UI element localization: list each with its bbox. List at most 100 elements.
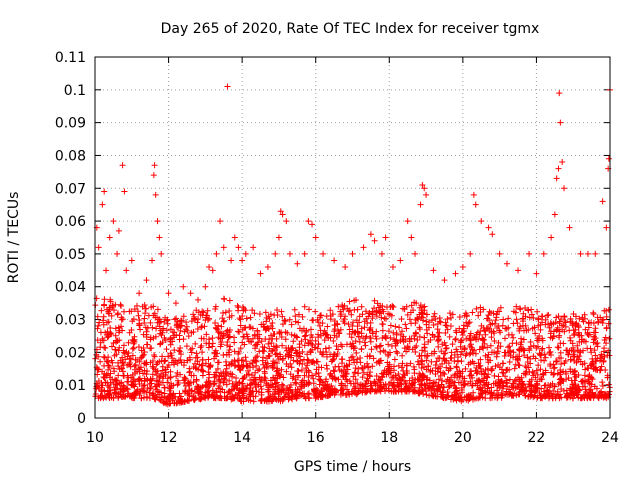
data-point [242, 354, 249, 361]
data-point [379, 327, 386, 334]
data-point [480, 306, 487, 313]
data-point [294, 260, 301, 267]
data-point [277, 208, 284, 215]
data-point [472, 334, 479, 341]
data-point [221, 376, 228, 383]
data-point [527, 391, 534, 398]
data-point [143, 334, 150, 341]
data-point [234, 302, 241, 309]
data-point [358, 303, 365, 310]
data-point [433, 385, 440, 392]
data-point [378, 250, 385, 257]
data-point [249, 307, 256, 314]
data-point [504, 260, 510, 267]
data-point [482, 395, 489, 402]
data-point [359, 389, 366, 396]
data-point [283, 360, 290, 367]
data-point [426, 379, 433, 386]
data-point [251, 310, 258, 317]
data-point [598, 363, 605, 370]
data-point [369, 363, 376, 370]
data-point [128, 326, 135, 333]
data-point [467, 350, 474, 357]
data-point [279, 313, 286, 320]
data-point [506, 343, 513, 350]
data-point [574, 385, 581, 392]
data-point [136, 290, 143, 297]
data-point [315, 319, 322, 326]
y-tick-label: 0.1 [64, 83, 86, 99]
y-tick-label: 0 [77, 411, 86, 427]
data-point [389, 374, 396, 381]
data-point [346, 326, 353, 333]
data-point [327, 307, 334, 314]
data-point [293, 350, 300, 357]
data-point [231, 234, 238, 241]
data-point [364, 387, 371, 394]
data-point [195, 315, 202, 322]
data-point [364, 320, 371, 327]
data-point [154, 378, 161, 385]
data-point [424, 380, 431, 387]
data-point [231, 348, 238, 355]
data-point [315, 341, 322, 348]
data-point [567, 356, 574, 363]
data-point [434, 368, 441, 375]
data-point [301, 393, 308, 400]
data-point [360, 335, 367, 342]
data-point [331, 257, 338, 264]
data-point [205, 340, 212, 347]
data-point [399, 328, 406, 335]
data-point [236, 366, 243, 373]
data-point [494, 344, 501, 351]
data-point [381, 367, 388, 374]
data-point [418, 364, 425, 371]
data-point [247, 384, 254, 391]
data-point [188, 349, 195, 356]
data-point [129, 318, 136, 325]
data-point [401, 385, 408, 392]
data-point [129, 345, 136, 352]
data-point [507, 347, 514, 354]
data-point [570, 384, 577, 391]
data-point [396, 324, 403, 331]
data-point [138, 395, 145, 402]
data-point [452, 371, 459, 378]
data-point [109, 303, 116, 310]
data-point [278, 386, 285, 393]
data-point [470, 334, 477, 341]
data-point [522, 363, 529, 370]
data-point [331, 368, 338, 375]
data-point [215, 383, 222, 390]
data-point [376, 343, 383, 350]
data-point [240, 307, 247, 314]
data-point [240, 390, 247, 397]
data-point [539, 313, 546, 320]
data-point [167, 341, 174, 348]
data-point [220, 318, 227, 325]
data-point [421, 341, 428, 348]
data-point [247, 377, 254, 384]
data-point [229, 380, 236, 387]
data-point [186, 369, 193, 376]
data-point [547, 351, 554, 358]
data-point [579, 316, 586, 323]
data-point [397, 257, 404, 264]
data-point [452, 327, 459, 334]
data-point [491, 338, 498, 345]
data-point [402, 321, 409, 328]
data-point [553, 327, 560, 334]
data-point [193, 350, 200, 357]
data-point [446, 333, 453, 340]
data-point [494, 383, 501, 390]
data-point [490, 390, 497, 397]
data-point [279, 211, 286, 218]
data-point [143, 361, 150, 368]
data-point [148, 380, 155, 387]
data-point [198, 362, 205, 369]
data-point [494, 350, 501, 357]
data-point [106, 391, 113, 398]
data-point [556, 90, 563, 97]
data-point [340, 306, 347, 313]
data-point [477, 308, 484, 315]
